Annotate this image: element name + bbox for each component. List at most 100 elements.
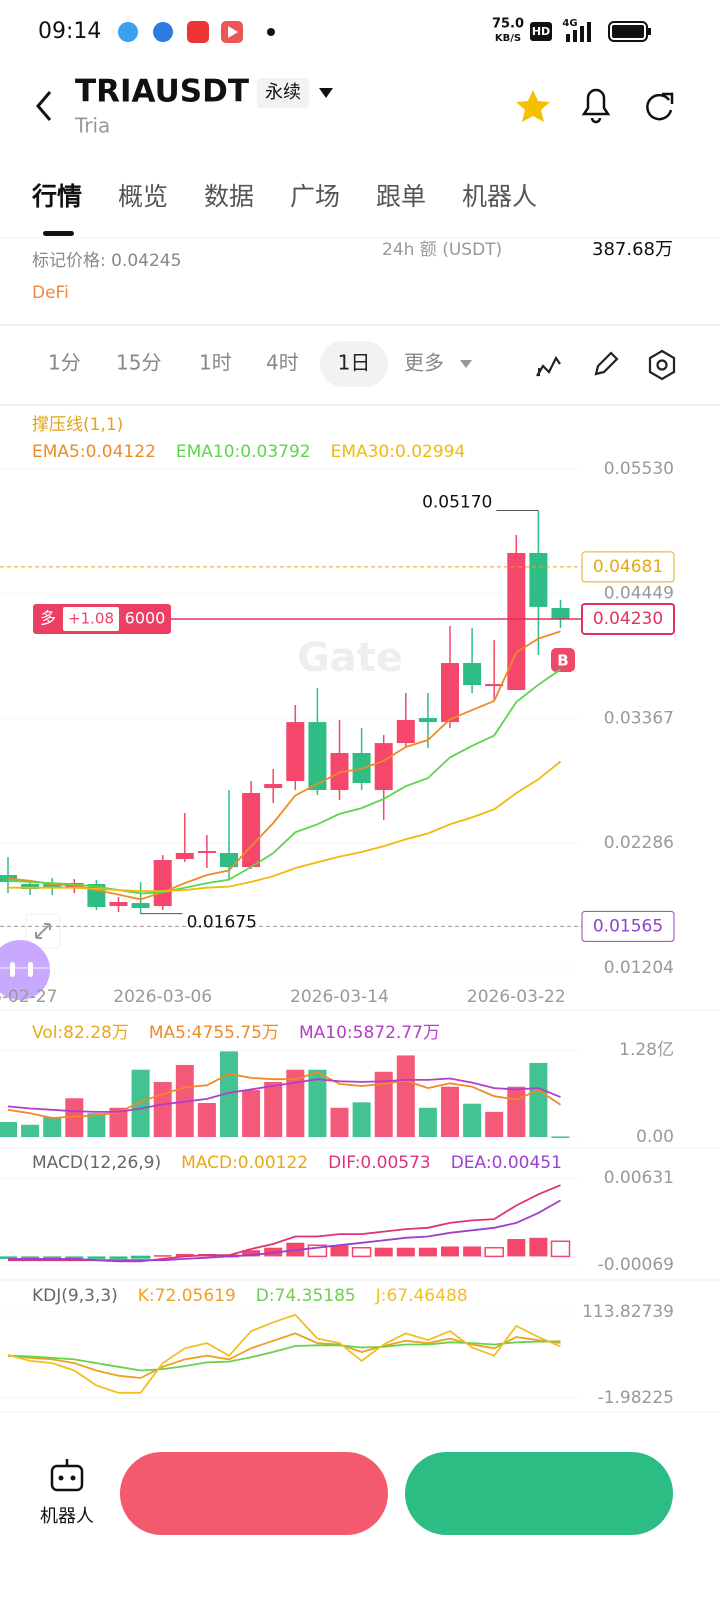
macd-bar: [374, 1247, 393, 1257]
status-time: 09:14: [38, 19, 101, 44]
draw-icon[interactable]: [594, 351, 619, 376]
tab[interactable]: 概览: [118, 182, 168, 211]
trade-marker[interactable]: [551, 648, 575, 672]
price-label-box: [581, 602, 675, 635]
status-icon: [187, 21, 209, 43]
interval[interactable]: 更多: [404, 351, 444, 375]
macd-bar: [130, 1255, 151, 1259]
robot-eye: [70, 1475, 76, 1481]
tab[interactable]: 跟单: [376, 182, 426, 211]
candle-body: [242, 793, 261, 868]
candle-body: [463, 663, 482, 686]
sector-tag[interactable]: DeFi: [32, 283, 69, 303]
macd-bar: [153, 1255, 172, 1257]
macd-bar: [0, 1256, 17, 1259]
extreme-label: 0.05170: [422, 493, 492, 513]
tab[interactable]: 数据: [204, 182, 254, 211]
interval[interactable]: 1时: [199, 351, 232, 375]
volume-value: 387.68万: [592, 239, 673, 260]
tab[interactable]: 广场: [290, 182, 340, 211]
battery: [608, 21, 648, 42]
settings-icon[interactable]: [648, 349, 676, 381]
close-position-button[interactable]: [405, 1452, 673, 1535]
coin-name: Tria: [74, 114, 110, 138]
mark-price: 标记价格: 0.04245: [32, 251, 181, 271]
back-button[interactable]: [36, 91, 52, 121]
volume-bar: [43, 1117, 62, 1137]
interval[interactable]: 4时: [266, 351, 299, 375]
volume-bar: [485, 1111, 504, 1137]
net-speed-unit: KB/S: [495, 33, 521, 44]
candle-body: [441, 663, 459, 723]
candle-body: [507, 552, 526, 691]
extreme-label: 0.01675: [187, 913, 257, 933]
symbol: TRIAUSDT: [75, 74, 249, 110]
candle-body: [551, 607, 570, 619]
interval[interactable]: 1分: [48, 351, 81, 375]
interval[interactable]: 15分: [116, 351, 161, 375]
interval-caret[interactable]: [460, 360, 472, 368]
tab-indicator: [43, 231, 74, 236]
y-tick-label: 1.28亿: [619, 1040, 674, 1060]
macd-bar: [441, 1246, 459, 1257]
macd-bar: [43, 1256, 62, 1259]
contract-badge[interactable]: [257, 78, 309, 108]
tab-bar: 行情 概览 数据 广场 跟单 机器人: [31, 182, 537, 211]
interval-bar: 1分 15分 1时 4时 1日 更多: [48, 351, 444, 375]
candle-body: [175, 852, 194, 859]
status-icon: [118, 22, 138, 42]
price-label-box: [581, 910, 675, 942]
macd-bar: [550, 1240, 571, 1258]
legend-entry: MA10:5872.77万: [299, 1023, 440, 1043]
legend-entry: MACD(12,26,9): [32, 1153, 161, 1173]
legend-entry: EMA30:0.02994: [331, 442, 466, 462]
indicator-line: [7, 1313, 561, 1394]
tab[interactable]: 行情: [31, 182, 82, 211]
macd-bar: [418, 1247, 437, 1257]
volume-bar: [418, 1107, 437, 1137]
battery-level: [612, 25, 644, 38]
price-label-box: [581, 551, 675, 583]
legend-entry: EMA5:0.04122: [32, 442, 156, 462]
assistant-bubble[interactable]: [0, 940, 50, 1000]
legend-entry: MA5:4755.75万: [149, 1023, 279, 1043]
volume-bar: [463, 1103, 482, 1137]
indicator-icon[interactable]: [536, 355, 561, 377]
volume-bar: [308, 1069, 327, 1137]
tab[interactable]: 机器人: [462, 182, 537, 211]
volume-bar: [352, 1102, 371, 1137]
legend-entry: K:72.05619: [138, 1286, 236, 1306]
candle-body: [43, 884, 62, 889]
volume-bar: [507, 1086, 526, 1137]
open-position-button[interactable]: [120, 1452, 388, 1535]
macd-bar: [330, 1245, 349, 1257]
robot-label[interactable]: 机器人: [40, 1506, 94, 1527]
dropdown-caret[interactable]: [319, 88, 333, 98]
indicator-line: [8, 1199, 561, 1262]
share-icon[interactable]: [646, 93, 673, 121]
price-label: 0.04230: [593, 609, 663, 629]
position-change-bg: [63, 606, 119, 631]
volume-bar: [441, 1086, 459, 1137]
macd-bar: [242, 1250, 261, 1257]
alert-bell[interactable]: [581, 88, 611, 124]
candle-body: [485, 684, 504, 687]
volume-bar: [529, 1062, 548, 1137]
position-tag[interactable]: 多 +1.08 6000: [33, 603, 171, 634]
y-tick-label: 0.04449: [604, 584, 674, 604]
candle-body: [131, 903, 150, 909]
y-tick-label: 0.05530: [604, 459, 674, 479]
indicator-line: [7, 630, 561, 901]
candle-body: [374, 743, 393, 791]
candle-body: [109, 902, 128, 907]
candle-body: [264, 784, 283, 789]
price-label: 0.01565: [593, 916, 663, 936]
candle-body: [308, 722, 327, 791]
indicator-line: [8, 760, 562, 893]
volume-bar: [242, 1090, 261, 1137]
favorite-star[interactable]: [516, 90, 550, 122]
assistant-eye: [28, 962, 33, 977]
robot-icon[interactable]: [50, 1464, 84, 1492]
interval[interactable]: 1日: [338, 351, 371, 375]
